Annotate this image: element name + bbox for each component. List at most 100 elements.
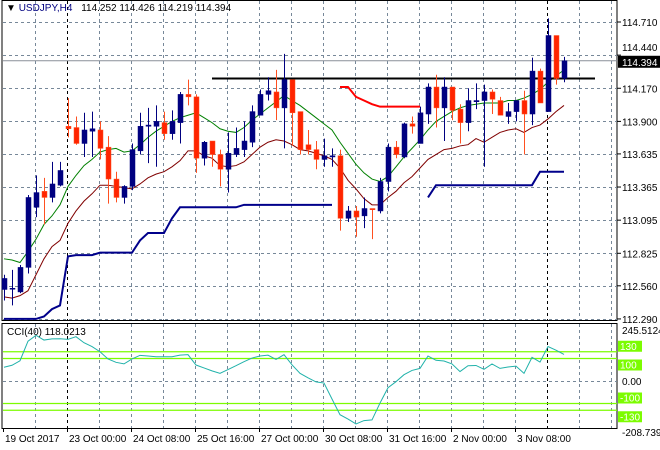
candle-bull — [561, 60, 568, 79]
candle-bull — [377, 181, 384, 212]
price-label: 114.710 — [622, 18, 658, 29]
candle-bear — [97, 129, 104, 149]
time-label: 19 Oct 2017 — [5, 434, 60, 445]
price-label: 112.290 — [622, 315, 658, 326]
candle-bull — [329, 155, 336, 158]
candle-bear — [113, 178, 120, 198]
candle-bull — [33, 192, 40, 208]
candle-bull — [1, 278, 8, 290]
cci-label: CCI(40) 118.0213 — [7, 327, 86, 338]
candle-bull — [49, 183, 56, 198]
candle-bull — [89, 128, 96, 132]
candle-bear — [65, 126, 72, 129]
cci-panel-frame — [1, 323, 618, 429]
candles — [1, 18, 568, 306]
candle-bull — [153, 121, 160, 127]
candle-bull — [169, 121, 176, 134]
price-label: 114.440 — [622, 43, 658, 54]
grid — [1, 0, 618, 429]
candle-bull — [281, 79, 288, 109]
candle-bull — [25, 197, 32, 268]
price-label: 113.095 — [622, 216, 658, 227]
candle-bull — [241, 140, 248, 150]
candle-bull — [321, 155, 328, 160]
candle-bull — [513, 100, 520, 112]
candle-bull — [545, 35, 552, 112]
candle-bear — [449, 86, 456, 111]
cci-level-label: -100 — [620, 394, 640, 405]
candle-bull — [249, 111, 256, 143]
candle-bull — [425, 86, 432, 115]
candle-bear — [393, 146, 400, 155]
time-label: 31 Oct 16:00 — [389, 434, 447, 445]
cci-level-label: 130 — [620, 342, 637, 353]
candle-bull — [201, 141, 208, 159]
cci-level-label: 100 — [620, 361, 637, 372]
cci-level-label: -130 — [620, 412, 640, 423]
time-label: 27 Oct 00:00 — [261, 434, 319, 445]
candle-bear — [297, 111, 304, 150]
candle-bull — [57, 170, 64, 186]
triangle-down-icon[interactable]: ▼ — [6, 3, 16, 14]
candle-bear — [353, 210, 360, 218]
candle-bear — [537, 70, 544, 104]
candle-bull — [465, 100, 472, 123]
candle-bear — [209, 140, 216, 155]
candle-bear — [409, 123, 416, 127]
candle-bear — [457, 108, 464, 123]
candle-bear — [305, 144, 312, 150]
candle-bear — [185, 94, 192, 98]
price-label: 112.825 — [622, 249, 658, 260]
candle-bear — [193, 96, 200, 159]
cci-axis-min: -208.739 — [622, 428, 660, 439]
candle-bear — [433, 86, 440, 109]
candle-bull — [529, 70, 536, 115]
candle-bull — [129, 149, 136, 187]
candle-bull — [401, 123, 408, 158]
candle-bear — [161, 122, 168, 134]
ohlc-readout: 114.252 114.426 114.219 114.394 — [81, 3, 232, 14]
price-label: 113.365 — [622, 183, 658, 194]
candle-bear — [273, 91, 280, 109]
candle-bear — [105, 146, 112, 180]
axes: 114.710 114.440 114.170 113.900 113.635 113.3… — [3, 18, 660, 445]
candle-bull — [417, 112, 424, 144]
candle-bull — [473, 100, 480, 103]
candle-bear — [313, 149, 320, 160]
price-label: 113.635 — [622, 150, 658, 161]
candle-bear — [41, 191, 48, 198]
candle-bull — [505, 111, 512, 117]
candle-bull — [361, 208, 368, 217]
candle-bull — [145, 124, 152, 127]
support-step-line — [4, 203, 332, 320]
price-label: 113.900 — [622, 117, 658, 128]
candle-bull — [257, 94, 264, 116]
candle-bull — [481, 91, 488, 101]
cci-axis-max: 245.5124 — [622, 326, 660, 337]
candle-bear — [497, 100, 504, 116]
chart-header: ▼ USDJPY,H4 114.252 114.426 114.219 114.… — [6, 3, 231, 14]
candle-bear — [489, 91, 496, 100]
candle-bear — [217, 154, 224, 170]
price-label: 114.170 — [622, 84, 658, 95]
current-price-box — [618, 55, 660, 68]
candle-bull — [233, 148, 240, 155]
candle-bull — [177, 94, 184, 123]
symbol-label: USDJPY,H4 — [18, 3, 73, 14]
candle-bull — [441, 86, 448, 109]
candle-bull — [385, 146, 392, 182]
candle-bull — [265, 90, 272, 95]
candle-bull — [81, 129, 88, 144]
cci-panel — [3, 334, 617, 425]
time-label: 2 Nov 00:00 — [453, 434, 507, 445]
current-price-label: 114.394 — [622, 58, 658, 69]
candle-bull — [121, 186, 128, 198]
candle-bull — [9, 288, 16, 290]
main-panel-frame — [1, 0, 618, 321]
candle-bear — [73, 127, 80, 144]
candle-bull — [225, 153, 232, 170]
cci-level-box — [618, 359, 642, 371]
cci-level-box — [618, 392, 642, 404]
cci-level-box — [618, 340, 642, 352]
